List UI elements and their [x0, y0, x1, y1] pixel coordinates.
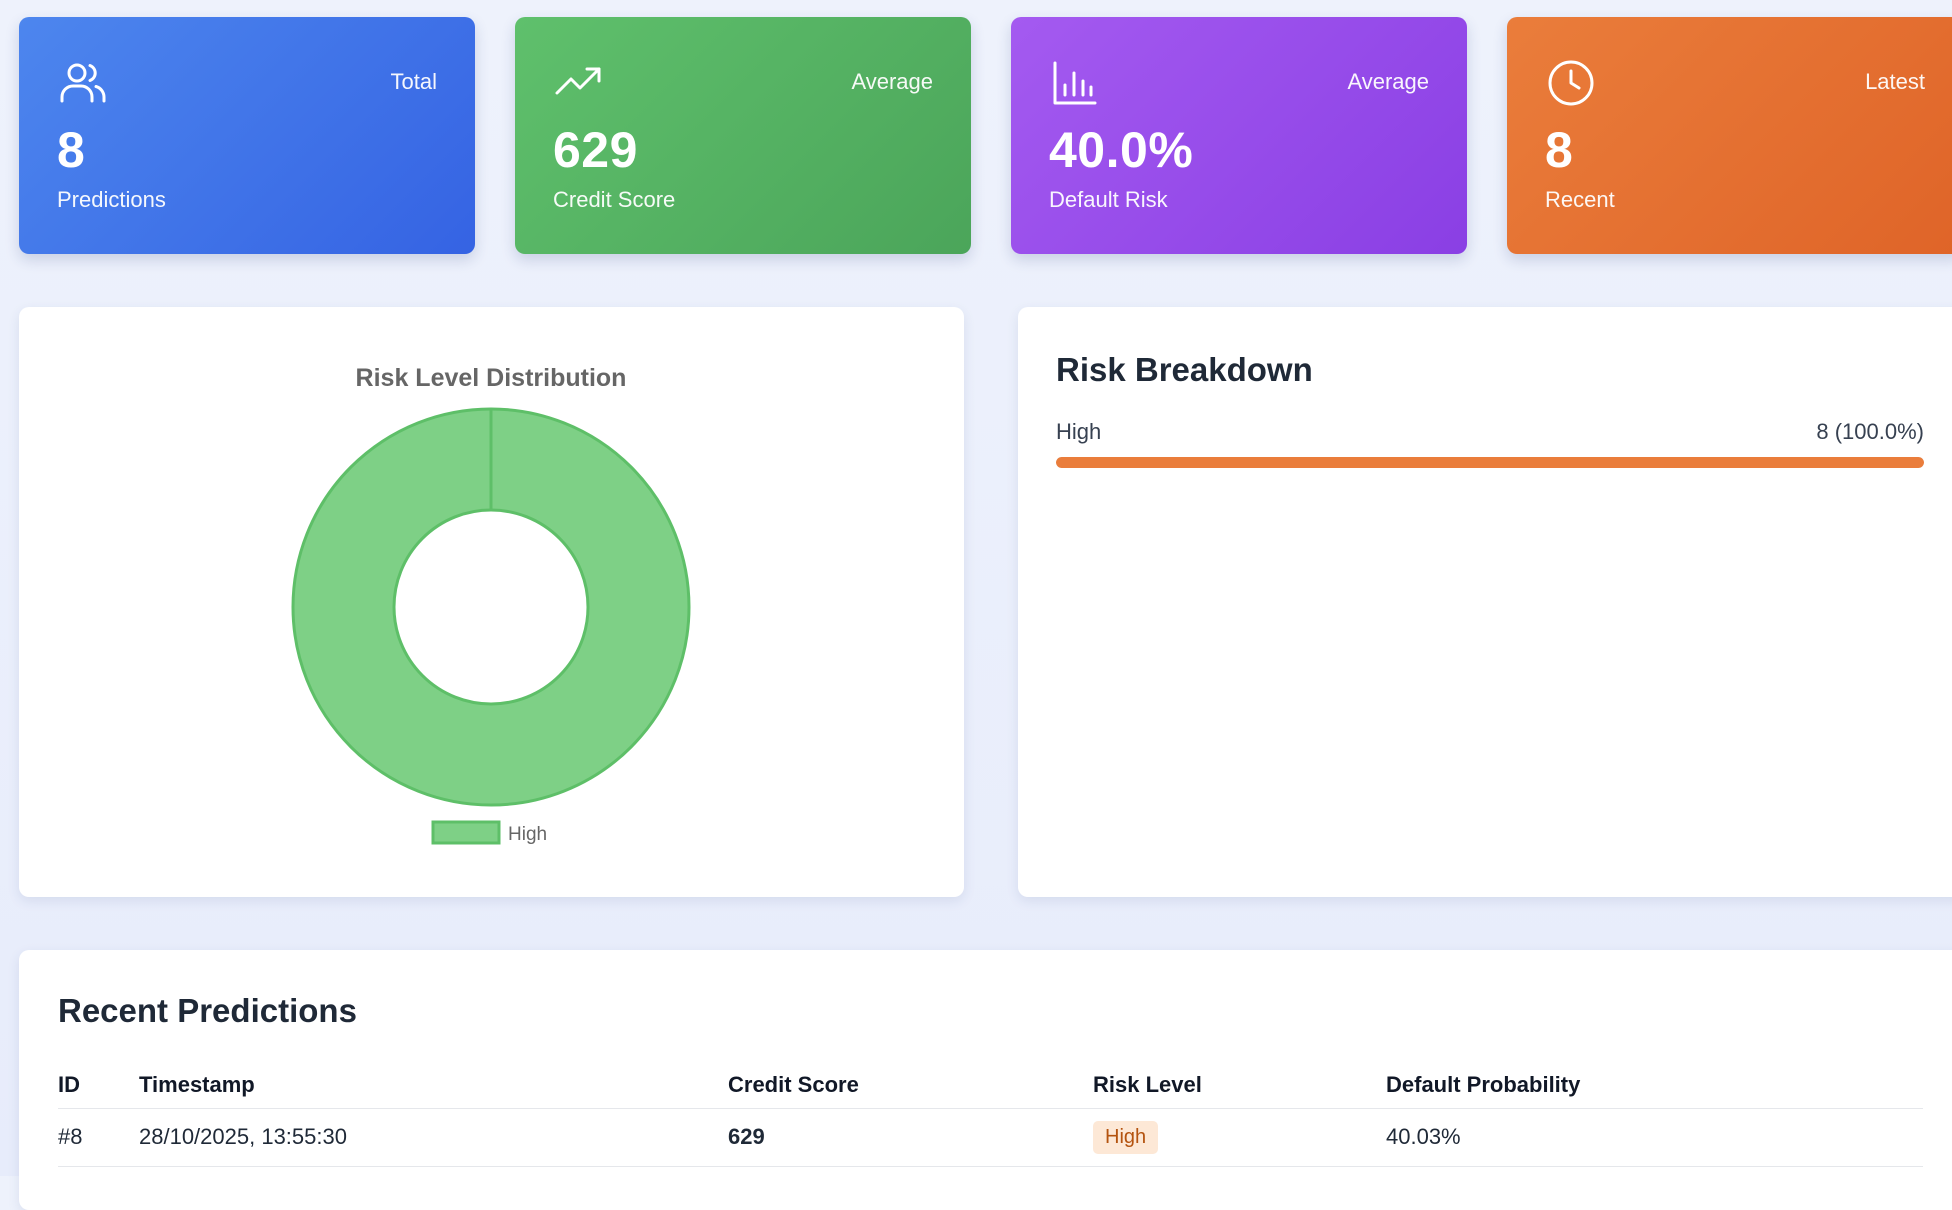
breakdown-count: 8 (100.0%)	[1816, 419, 1924, 444]
trending-up-icon	[555, 67, 601, 95]
clock-icon	[1548, 60, 1594, 106]
donut-slice-border	[392, 508, 590, 706]
recent-predictions-title: Recent Predictions	[58, 992, 357, 1029]
users-icon	[60, 63, 106, 103]
cell-timestamp: 28/10/2025, 13:55:30	[139, 1108, 728, 1167]
cell-default-probability: 40.03%	[1386, 1108, 1923, 1167]
bar-chart-icon	[1053, 61, 1097, 105]
cell-credit-score: 629	[728, 1108, 1093, 1167]
breakdown-title: Risk Breakdown	[1056, 351, 1313, 388]
risk-level-badge: High	[1093, 1120, 1159, 1154]
stat-caption: Total	[390, 69, 437, 94]
column-header-timestamp[interactable]: Timestamp	[139, 1062, 728, 1109]
breakdown-label: High	[1056, 419, 1102, 444]
legend-swatch-high[interactable]	[431, 820, 501, 845]
recent-predictions-table: ID Timestamp Credit Score Risk Level Def…	[58, 1062, 1923, 1167]
stat-value: 629	[553, 122, 638, 178]
risk-breakdown-panel: Risk Breakdown High 8 (100.0%)	[1018, 307, 1952, 897]
risk-distribution-panel: Risk Level Distribution High	[19, 307, 964, 897]
legend-label-high[interactable]: High	[508, 824, 547, 845]
column-header-risk-level[interactable]: Risk Level	[1093, 1062, 1386, 1109]
stat-card-average-credit-score: Average 629 Credit Score	[515, 17, 971, 254]
stat-caption: Average	[1347, 69, 1429, 94]
cell-risk-level: High	[1093, 1108, 1386, 1167]
breakdown-row-high: High 8 (100.0%)	[1056, 419, 1924, 468]
stat-caption: Latest	[1865, 69, 1925, 94]
chart-title: Risk Level Distribution	[356, 364, 627, 392]
stat-card-average-default-risk: Average 40.0% Default Risk	[1011, 17, 1467, 254]
stat-card-total-predictions: Total 8 Predictions	[19, 17, 475, 254]
cell-id: #8	[58, 1108, 139, 1167]
stats-row: Total 8 Predictions Average 629 Credit S…	[19, 17, 1952, 254]
breakdown-bar-track	[1056, 457, 1924, 468]
stat-value: 40.0%	[1049, 122, 1194, 178]
stat-card-latest-recent: Latest 8 Recent	[1507, 17, 1952, 254]
column-header-default-probability[interactable]: Default Probability	[1386, 1062, 1923, 1109]
stat-value: 8	[57, 122, 86, 178]
stat-label: Credit Score	[553, 187, 676, 212]
stat-label: Predictions	[57, 187, 166, 212]
table-header-row: ID Timestamp Credit Score Risk Level Def…	[58, 1062, 1923, 1109]
column-header-id[interactable]: ID	[58, 1062, 139, 1109]
stat-value: 8	[1545, 122, 1574, 178]
breakdown-bar-fill	[1056, 457, 1924, 468]
stat-label: Recent	[1545, 187, 1615, 212]
table-row[interactable]: #8 28/10/2025, 13:55:30 629 High 40.03%	[58, 1108, 1923, 1167]
stat-caption: Average	[851, 69, 933, 94]
stat-label: Default Risk	[1049, 187, 1168, 212]
recent-predictions-panel: Recent Predictions ID Timestamp Credit S…	[19, 950, 1952, 1210]
column-header-credit-score[interactable]: Credit Score	[728, 1062, 1093, 1109]
risk-distribution-chart: Risk Level Distribution High	[291, 364, 691, 845]
